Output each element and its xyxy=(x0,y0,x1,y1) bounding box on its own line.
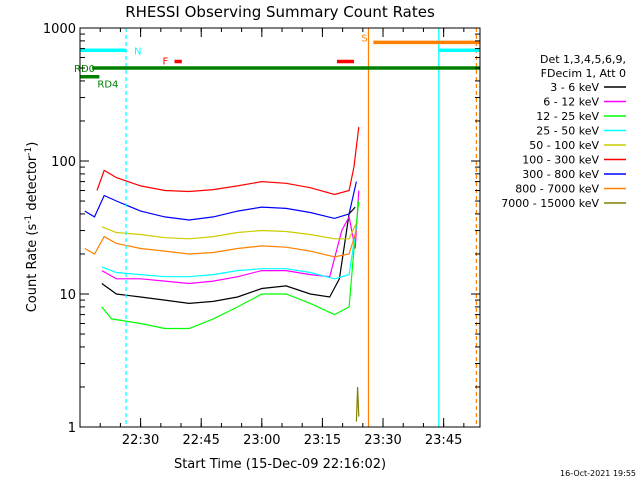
legend-label-1: 3 - 6 keV xyxy=(550,81,599,94)
legend-header-line-1: Det 1,3,4,5,6,9, xyxy=(540,53,626,66)
series-line-4 xyxy=(101,226,357,280)
footer-timestamp: 16-Oct-2021 19:55 xyxy=(560,469,636,478)
legend-label-7: 300 - 800 keV xyxy=(522,168,599,181)
legend-label-3: 12 - 25 keV xyxy=(536,110,599,123)
series-line-7 xyxy=(84,181,357,221)
chart-title: RHESSI Observing Summary Count Rates xyxy=(125,3,435,21)
legend-label-9: 7000 - 15000 keV xyxy=(501,197,599,210)
x-tick-label-6: 23:45 xyxy=(425,433,462,448)
flag-label-n: N xyxy=(134,46,141,57)
x-tick-label-2: 22:45 xyxy=(182,433,219,448)
series-line-9 xyxy=(355,386,360,422)
legend-label-8: 800 - 7000 keV xyxy=(515,183,599,196)
y-axis-label-sup2: -1 xyxy=(24,147,34,156)
legend-label-6: 100 - 300 keV xyxy=(522,154,599,167)
flag-label-f: F xyxy=(163,56,169,67)
flag-label-rd4: RD4 xyxy=(97,80,118,91)
series-line-6 xyxy=(96,126,360,196)
y-tick-label-4: 1000 xyxy=(43,22,76,37)
legend-label-2: 6 - 12 keV xyxy=(543,96,599,109)
legend-header-line-2: FDecim 1, Att 0 xyxy=(541,67,626,80)
y-axis-label-sup: -1 xyxy=(24,215,34,224)
x-tick-label-5: 23:30 xyxy=(364,433,401,448)
x-axis-label: Start Time (15-Dec-09 22:16:02) xyxy=(174,457,386,472)
legend-label-5: 50 - 100 keV xyxy=(529,139,599,152)
plot-frame xyxy=(79,27,481,428)
x-tick-label-3: 23:00 xyxy=(243,433,280,448)
y-tick-label-3: 100 xyxy=(51,155,76,170)
legend-label-4: 25 - 50 keV xyxy=(536,125,599,138)
y-axis-label-end: ) xyxy=(25,142,40,147)
series-line-3 xyxy=(101,200,360,330)
series-line-5 xyxy=(101,223,357,240)
series-line-1 xyxy=(101,206,356,305)
y-tick-label-2: 10 xyxy=(59,288,76,303)
y-tick-label-1: 1 xyxy=(68,421,76,436)
y-axis-label: Count Rate (s-1 detector-1) xyxy=(24,142,40,313)
flag-label-rd0: RD0 xyxy=(74,64,95,75)
series-line-2 xyxy=(101,190,360,285)
x-tick-label-1: 22:30 xyxy=(122,433,159,448)
x-tick-label-4: 23:15 xyxy=(304,433,341,448)
y-axis-label-mid: detector xyxy=(25,155,40,215)
y-axis-label-start: Count Rate (s xyxy=(25,224,40,313)
series-line-8 xyxy=(84,230,357,258)
flag-label-s: S xyxy=(361,33,367,44)
